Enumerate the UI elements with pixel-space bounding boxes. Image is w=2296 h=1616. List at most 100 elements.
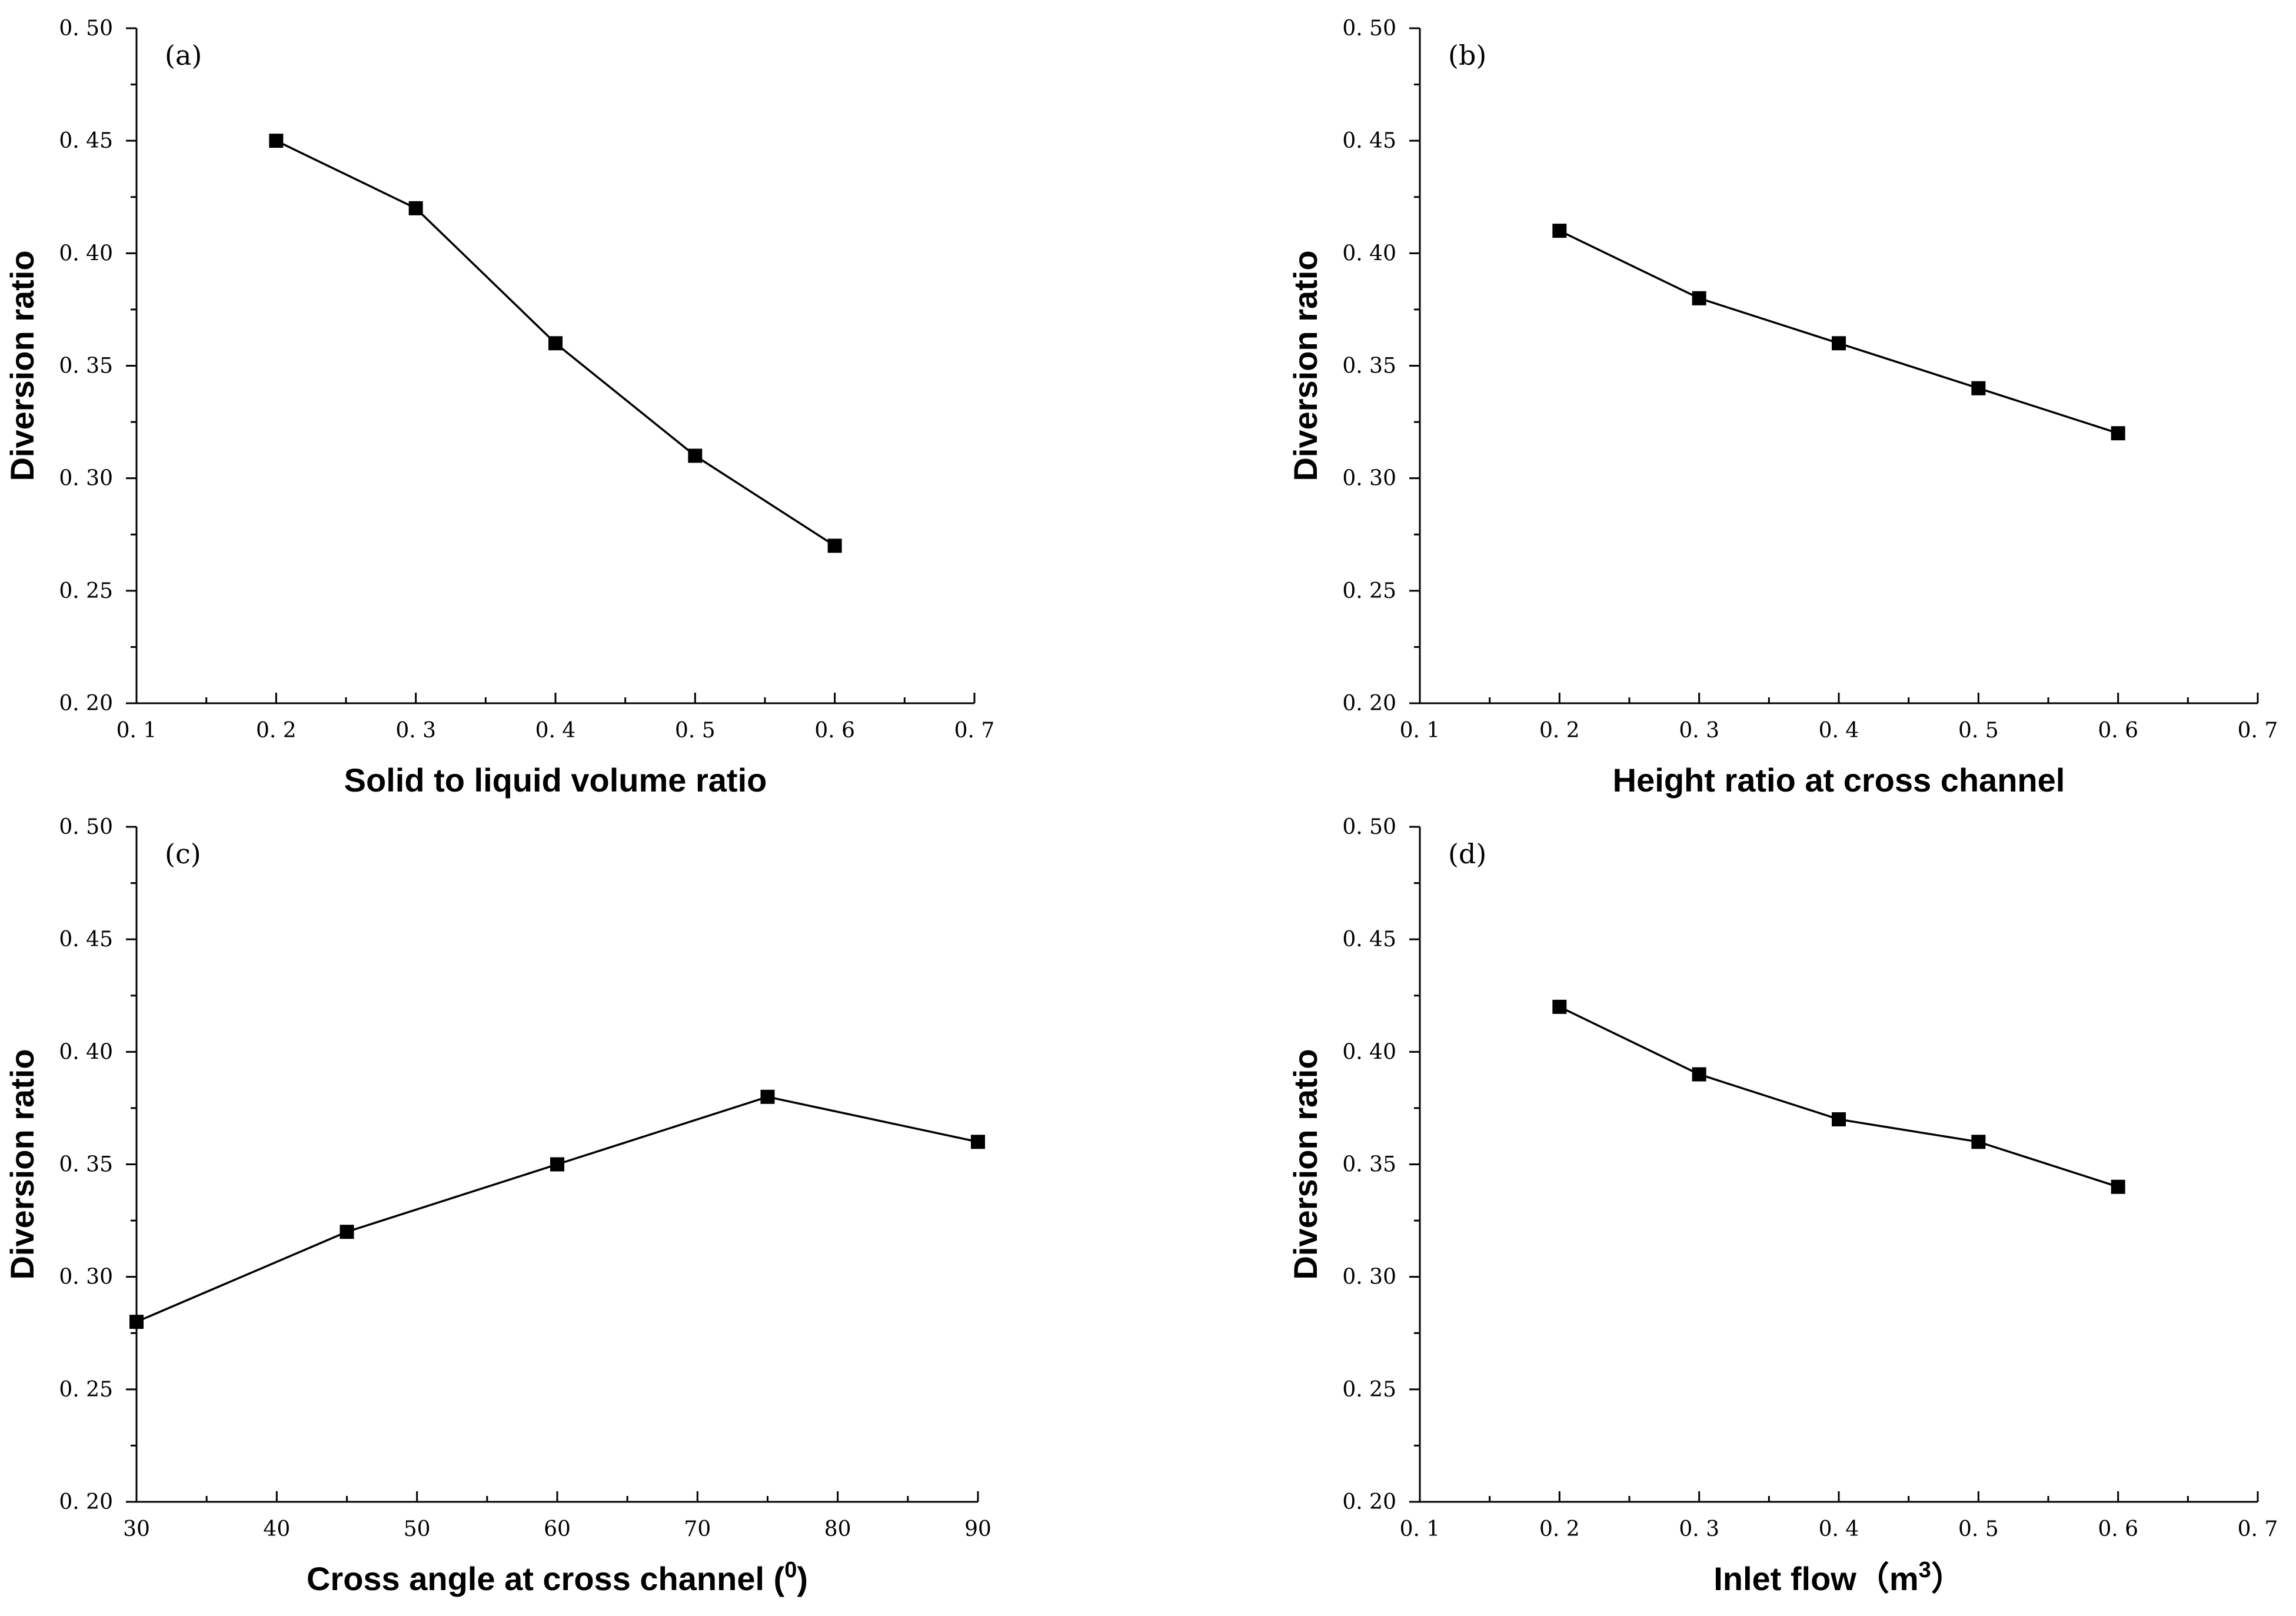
- x-tick-label: 0. 1: [1400, 719, 1440, 743]
- x-tick-label: 90: [964, 1517, 991, 1541]
- panel-label: (b): [1448, 39, 1486, 71]
- y-tick-label: 0. 35: [1342, 354, 1396, 378]
- y-tick-label: 0. 40: [1342, 241, 1396, 265]
- data-point: [1552, 999, 1567, 1014]
- data-point: [1971, 1135, 1986, 1149]
- series-line: [1559, 1006, 2119, 1188]
- chart-panel-d: 0. 20 0. 25 0. 30 0. 35 0. 40 0. 45 0. 50 0. 1 0…: [1287, 815, 2278, 1597]
- x-tick-label: 50: [404, 1517, 431, 1541]
- y-tick-label: 0. 30: [1342, 1265, 1396, 1289]
- y-tick-label: 0. 20: [59, 1490, 113, 1514]
- data-point: [550, 1157, 564, 1172]
- x-tick-label: 0. 2: [1539, 1517, 1580, 1541]
- x-tick-label: 0. 2: [1539, 719, 1580, 743]
- data-point: [827, 538, 842, 553]
- data-point: [269, 134, 284, 148]
- x-tick-label: 0. 7: [954, 719, 995, 743]
- y-tick-label: 0. 50: [59, 16, 113, 41]
- data-point: [2111, 426, 2125, 441]
- x-tick-label: 0. 5: [675, 719, 716, 743]
- x-tick-label: 0. 5: [1958, 1517, 1999, 1541]
- data-point: [548, 336, 563, 351]
- data-point: [1692, 291, 1706, 305]
- y-axis-title: Diversion ratio: [1287, 250, 1324, 481]
- data-point: [1832, 336, 1846, 351]
- y-tick-label: 0. 40: [59, 1040, 113, 1064]
- panel-label: (d): [1448, 838, 1486, 870]
- data-point: [1832, 1112, 1846, 1127]
- chart-panel-a: 0. 20 0. 25 0. 30 0. 35 0. 40 0. 45 0. 50 0. 1 0…: [4, 16, 994, 799]
- y-axis-title: Diversion ratio: [1287, 1049, 1324, 1279]
- x-tick-label: 30: [123, 1517, 150, 1541]
- x-axis-title-superscript: 0: [784, 1558, 797, 1582]
- y-tick-label: 0. 20: [1342, 691, 1396, 716]
- x-tick-label: 0. 6: [2098, 1517, 2138, 1541]
- x-axis-title-suffix: ): [797, 1560, 808, 1597]
- x-tick-label: 0. 1: [1400, 1517, 1440, 1541]
- x-axis-title-superscript: 3: [1919, 1558, 1931, 1582]
- x-tick-label: 0. 2: [256, 719, 297, 743]
- y-axis-title: Diversion ratio: [4, 1049, 41, 1279]
- y-tick-label: 0. 30: [59, 1265, 113, 1289]
- x-tick-label: 0. 1: [117, 719, 157, 743]
- y-tick-label: 0. 20: [1342, 1490, 1396, 1514]
- y-tick-label: 0. 40: [59, 241, 113, 265]
- x-tick-label: 0. 4: [1819, 1517, 1859, 1541]
- x-axis-title: Inlet flow（m3）: [1713, 1558, 1964, 1597]
- y-axis-title: Diversion ratio: [4, 250, 41, 481]
- x-tick-label: 0. 3: [1679, 1517, 1719, 1541]
- x-axis-title: Solid to liquid volume ratio: [344, 762, 767, 799]
- y-tick-label: 0. 45: [1342, 129, 1396, 153]
- y-tick-label: 0. 50: [1342, 815, 1396, 839]
- y-tick-label: 0. 50: [1342, 16, 1396, 41]
- x-tick-label: 0. 6: [814, 719, 855, 743]
- y-tick-label: 0. 50: [59, 815, 113, 839]
- y-tick-label: 0. 30: [1342, 467, 1396, 491]
- x-tick-label: 70: [684, 1517, 711, 1541]
- data-point: [1552, 224, 1567, 238]
- data-point: [688, 448, 703, 463]
- y-tick-label: 0. 20: [59, 691, 113, 716]
- x-axis-title: Cross angle at cross channel (0): [307, 1558, 808, 1597]
- x-tick-label: 40: [263, 1517, 290, 1541]
- chart-panel-c: 0. 20 0. 25 0. 30 0. 35 0. 40 0. 45 0. 50 30 40 5…: [4, 815, 991, 1597]
- y-tick-label: 0. 25: [1342, 1378, 1396, 1402]
- x-tick-label: 0. 3: [395, 719, 436, 743]
- x-tick-label: 80: [824, 1517, 851, 1541]
- y-tick-label: 0. 30: [59, 467, 113, 491]
- data-point: [1692, 1067, 1706, 1082]
- x-tick-label: 0. 7: [2238, 719, 2278, 743]
- y-tick-label: 0. 35: [1342, 1153, 1396, 1177]
- y-tick-label: 0. 45: [59, 129, 113, 153]
- data-point: [340, 1225, 354, 1239]
- x-tick-label: 0. 4: [1819, 719, 1859, 743]
- data-point: [129, 1315, 144, 1329]
- series-line: [136, 1095, 979, 1323]
- x-axis-title: Height ratio at cross channel: [1613, 762, 2065, 799]
- data-point: [971, 1135, 985, 1149]
- panel-label: (c): [165, 838, 201, 870]
- x-tick-label: 0. 7: [2238, 1517, 2278, 1541]
- data-point: [408, 201, 423, 215]
- y-tick-label: 0. 45: [59, 927, 113, 952]
- series-line: [1559, 230, 2119, 434]
- y-tick-label: 0. 35: [59, 354, 113, 378]
- y-tick-label: 0. 45: [1342, 927, 1396, 952]
- data-point: [2111, 1179, 2125, 1194]
- data-point: [760, 1089, 775, 1104]
- x-tick-label: 0. 4: [535, 719, 576, 743]
- y-tick-label: 0. 40: [1342, 1040, 1396, 1064]
- y-tick-label: 0. 25: [1342, 579, 1396, 603]
- panel-label: (a): [165, 39, 202, 71]
- x-tick-label: 60: [544, 1517, 571, 1541]
- chart-panel-b: 0. 20 0. 25 0. 30 0. 35 0. 40 0. 45 0. 50 0. 1 0…: [1287, 16, 2278, 799]
- x-axis-title-suffix: ）: [1931, 1560, 1964, 1597]
- y-tick-label: 0. 35: [59, 1153, 113, 1177]
- y-tick-label: 0. 25: [59, 579, 113, 603]
- x-tick-label: 0. 6: [2098, 719, 2138, 743]
- x-tick-label: 0. 3: [1679, 719, 1719, 743]
- data-point: [1971, 381, 1986, 395]
- y-tick-label: 0. 25: [59, 1378, 113, 1402]
- x-tick-label: 0. 5: [1958, 719, 1999, 743]
